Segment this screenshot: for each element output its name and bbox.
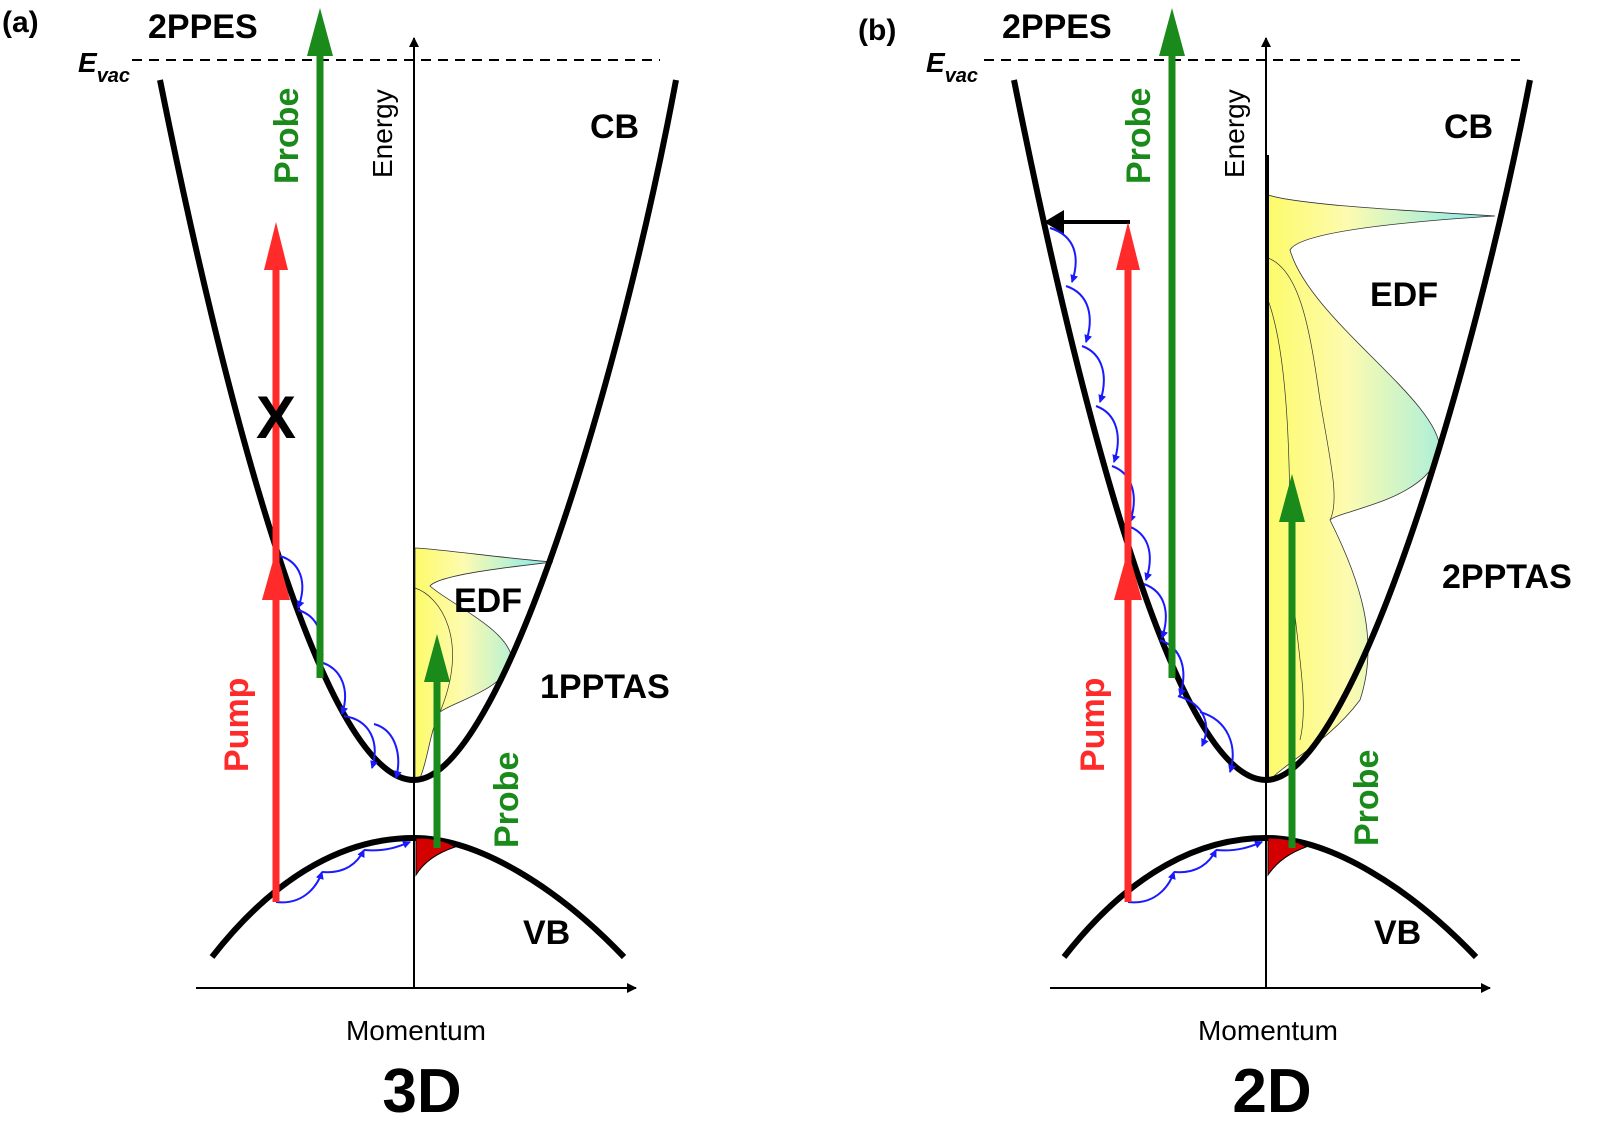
panel-a-2ppes-probe-arrow (307, 8, 333, 678)
panel-a-probe-pe-label: Probe (268, 88, 306, 184)
panel-a-energy-label: Energy (367, 89, 398, 178)
panel-a-cb-label: CB (590, 108, 639, 146)
panel-a: (a) 2PPES Evac Energy Momentum (2, 6, 679, 1126)
panel-b-tag: (b) (858, 14, 896, 47)
panel-a-hole-relaxation-arcs (275, 840, 411, 904)
panel-a-momentum-label: Momentum (346, 1015, 486, 1046)
panel-a-1pptas-label: 1PPTAS (540, 668, 670, 706)
panel-b-probe-abs-label: Probe (1348, 750, 1386, 846)
panel-b-edf-distribution (1267, 194, 1496, 779)
panel-a-probe-abs-label: Probe (488, 752, 526, 848)
panel-b-dimension-label: 2D (1232, 1057, 1311, 1126)
panel-a-blocked-mark: X (256, 384, 296, 451)
panel-b-momentum-transfer-arrow (1044, 210, 1130, 234)
panel-b-hole-relaxation-arcs (1127, 840, 1263, 904)
panel-a-pump-label: Pump (218, 678, 256, 772)
panel-a-conduction-band (157, 79, 679, 784)
panel-b-pump-arrow (1114, 222, 1142, 902)
panel-a-vb-label: VB (523, 914, 570, 952)
panel-b-pump-label: Pump (1074, 678, 1112, 772)
panel-b-hole-population (1267, 837, 1308, 877)
panel-b-absorption-probe-arrow (1279, 474, 1305, 848)
panel-b-2ppes-probe-arrow (1159, 8, 1185, 678)
panel-b-probe-pe-label: Probe (1120, 88, 1158, 184)
panel-a-2ppes-label: 2PPES (148, 8, 258, 46)
panel-b-cb-label: CB (1444, 108, 1493, 146)
panel-a-evac-label: Evac (78, 47, 130, 87)
panel-a-relaxation-arcs (279, 555, 402, 779)
panel-a-pump-arrow (262, 222, 290, 902)
panel-b-energy-label: Energy (1219, 89, 1250, 178)
panel-a-dimension-label: 3D (382, 1057, 461, 1126)
panel-b-edf-label: EDF (1370, 276, 1438, 314)
panel-b: (b) 2PPES Evac Energy Momentum (858, 8, 1572, 1126)
panel-a-tag: (a) (2, 6, 39, 39)
panel-b-momentum-label: Momentum (1198, 1015, 1338, 1046)
panel-a-edf-label: EDF (454, 582, 522, 620)
panel-a-absorption-probe-arrow (424, 634, 450, 848)
panel-b-conduction-band (1011, 79, 1533, 784)
panel-b-2pptas-label: 2PPTAS (1442, 558, 1572, 596)
panel-a-hole-population (415, 837, 457, 877)
panel-b-relaxation-arcs (1049, 227, 1236, 773)
panel-b-evac-label: Evac (926, 47, 978, 87)
panel-b-2ppes-label: 2PPES (1002, 8, 1112, 46)
panel-b-vb-label: VB (1374, 914, 1421, 952)
